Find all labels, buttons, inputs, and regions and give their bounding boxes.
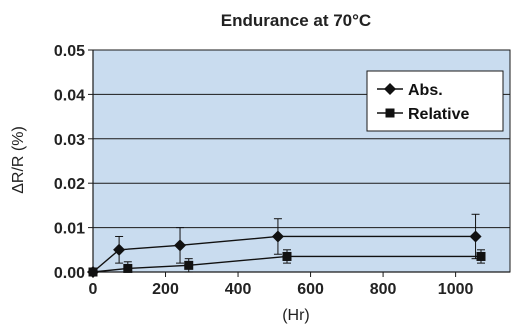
square-marker bbox=[123, 263, 133, 273]
square-marker bbox=[476, 251, 486, 261]
y-tick-label: 0.02 bbox=[54, 176, 85, 193]
legend-item: Relative bbox=[377, 106, 469, 123]
y-tick-label: 0.03 bbox=[54, 132, 85, 149]
x-tick-label: 1000 bbox=[438, 281, 474, 298]
diamond-marker bbox=[271, 230, 284, 243]
y-tick-label: 0.05 bbox=[54, 43, 85, 60]
diamond-marker bbox=[174, 239, 187, 252]
series-group bbox=[87, 213, 486, 278]
series-abs bbox=[87, 213, 482, 278]
legend-item: Abs. bbox=[377, 82, 443, 99]
legend: Abs. Relative bbox=[366, 70, 504, 132]
y-axis-label: ΔR/R (%) bbox=[10, 126, 27, 194]
square-marker bbox=[282, 251, 292, 261]
diamond-marker bbox=[113, 243, 126, 256]
diamond-marker bbox=[384, 83, 396, 95]
x-tick-label: 200 bbox=[152, 281, 179, 298]
legend-label: Relative bbox=[408, 106, 469, 123]
axes: 0.00 0.01 0.02 0.03 0.04 0.05 0 200 400 600 800 100… bbox=[54, 43, 510, 298]
diamond-marker bbox=[469, 230, 482, 243]
square-marker bbox=[385, 108, 395, 118]
legend-label: Abs. bbox=[408, 82, 443, 99]
legend-box bbox=[366, 70, 504, 132]
x-tick-label: 800 bbox=[370, 281, 397, 298]
chart-title: Endurance at 70°C bbox=[221, 11, 371, 30]
x-tick-label: 0 bbox=[89, 281, 98, 298]
x-tick-label: 400 bbox=[225, 281, 252, 298]
y-tick-label: 0.01 bbox=[54, 221, 85, 238]
square-marker bbox=[184, 260, 194, 270]
y-tick-label: 0.00 bbox=[54, 265, 85, 282]
square-marker bbox=[88, 267, 98, 277]
x-axis-label: (Hr) bbox=[282, 307, 310, 324]
y-tick-label: 0.04 bbox=[54, 87, 85, 104]
series-relative bbox=[88, 249, 486, 277]
x-tick-label: 600 bbox=[297, 281, 324, 298]
